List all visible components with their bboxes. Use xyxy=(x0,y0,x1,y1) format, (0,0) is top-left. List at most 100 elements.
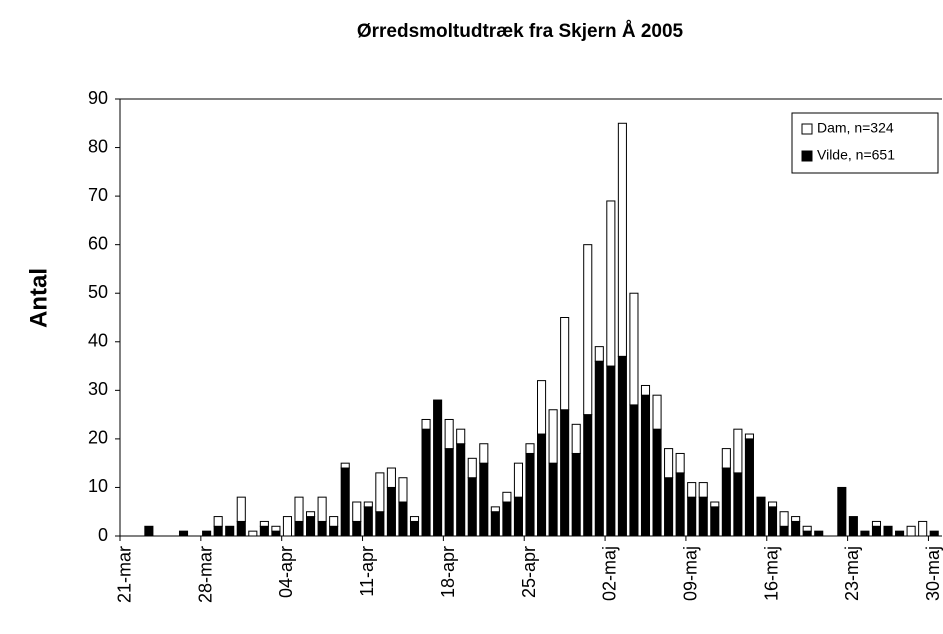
bar xyxy=(375,511,385,537)
bar xyxy=(733,428,743,474)
bar xyxy=(271,525,281,532)
bar xyxy=(144,525,154,537)
y-tick-label: 30 xyxy=(88,379,108,399)
bar xyxy=(225,525,235,537)
bar xyxy=(675,472,685,537)
bar xyxy=(560,409,570,537)
bar xyxy=(525,443,535,454)
bar xyxy=(236,496,246,522)
bar xyxy=(340,467,350,537)
bar xyxy=(202,530,212,537)
bar xyxy=(814,530,824,537)
bar xyxy=(744,438,754,537)
bar xyxy=(490,506,500,513)
bar xyxy=(560,317,570,411)
x-tick-label: 18-apr xyxy=(438,546,458,598)
y-tick-label: 40 xyxy=(88,331,108,351)
bar xyxy=(502,501,512,537)
bar xyxy=(640,384,651,396)
bar xyxy=(802,525,812,532)
bar xyxy=(906,525,916,537)
y-tick-label: 90 xyxy=(88,88,108,108)
bar xyxy=(594,346,604,362)
bar xyxy=(698,482,708,498)
bar xyxy=(213,516,223,527)
bar xyxy=(871,520,882,527)
bar xyxy=(386,486,396,537)
bar xyxy=(352,520,362,537)
bar xyxy=(537,433,547,537)
bar xyxy=(294,496,304,522)
legend-swatch xyxy=(801,123,813,135)
bar xyxy=(398,477,408,503)
y-tick-label: 70 xyxy=(88,185,108,205)
legend-box xyxy=(791,112,939,174)
bar xyxy=(259,525,269,537)
bar xyxy=(779,511,789,527)
bar xyxy=(317,520,327,537)
bar xyxy=(710,506,720,537)
y-tick-label: 20 xyxy=(88,428,108,448)
bar xyxy=(386,467,396,488)
bar xyxy=(329,516,339,527)
bar xyxy=(606,365,616,537)
bar xyxy=(363,506,373,537)
bar xyxy=(340,462,350,469)
legend-label: Dam, n=324 xyxy=(817,120,894,136)
bar xyxy=(733,472,743,537)
x-tick-label: 09-maj xyxy=(680,546,700,601)
bar xyxy=(767,501,778,508)
bar xyxy=(791,520,801,537)
bar xyxy=(317,496,327,522)
x-tick-label: 30-maj xyxy=(923,546,943,601)
bar xyxy=(479,462,489,537)
x-tick-label: 11-apr xyxy=(357,546,377,597)
bar xyxy=(721,448,731,469)
bar xyxy=(421,418,431,430)
bar xyxy=(444,448,454,537)
bar xyxy=(871,525,882,537)
bar xyxy=(456,428,466,445)
bar xyxy=(664,448,674,479)
bar xyxy=(271,530,281,537)
bar xyxy=(548,409,558,464)
bar xyxy=(306,516,316,537)
bar xyxy=(629,292,639,406)
bar xyxy=(895,530,905,537)
bar xyxy=(479,443,489,464)
bar xyxy=(513,496,523,537)
bar xyxy=(710,501,720,508)
chart-title: Ørredsmoltudtræk fra Skjern Å 2005 xyxy=(357,21,684,42)
bar xyxy=(698,496,708,537)
y-axis-title: Antal xyxy=(25,268,52,328)
bar xyxy=(398,501,408,537)
bar xyxy=(652,394,662,430)
bar xyxy=(929,530,939,537)
x-tick-label: 25-apr xyxy=(519,546,539,598)
bar xyxy=(583,244,593,416)
x-tick-label: 23-maj xyxy=(842,546,862,601)
x-tick-label: 28-mar xyxy=(195,546,215,603)
bar xyxy=(502,491,512,503)
bar xyxy=(617,122,627,357)
bar xyxy=(687,482,697,498)
bar xyxy=(329,525,339,537)
bar xyxy=(687,496,697,537)
bar xyxy=(513,462,523,498)
bar xyxy=(571,423,581,454)
x-tick-label: 04-apr xyxy=(276,546,296,598)
bar xyxy=(363,501,373,508)
bar xyxy=(409,520,420,537)
bar xyxy=(282,516,293,537)
bar xyxy=(467,477,477,537)
bar xyxy=(583,414,593,537)
bar xyxy=(767,506,778,537)
bar xyxy=(236,520,246,537)
bar xyxy=(456,443,466,537)
bar xyxy=(756,496,766,537)
bar xyxy=(664,477,674,537)
legend-swatch xyxy=(801,150,813,162)
bar xyxy=(640,394,651,537)
bar xyxy=(918,520,928,537)
